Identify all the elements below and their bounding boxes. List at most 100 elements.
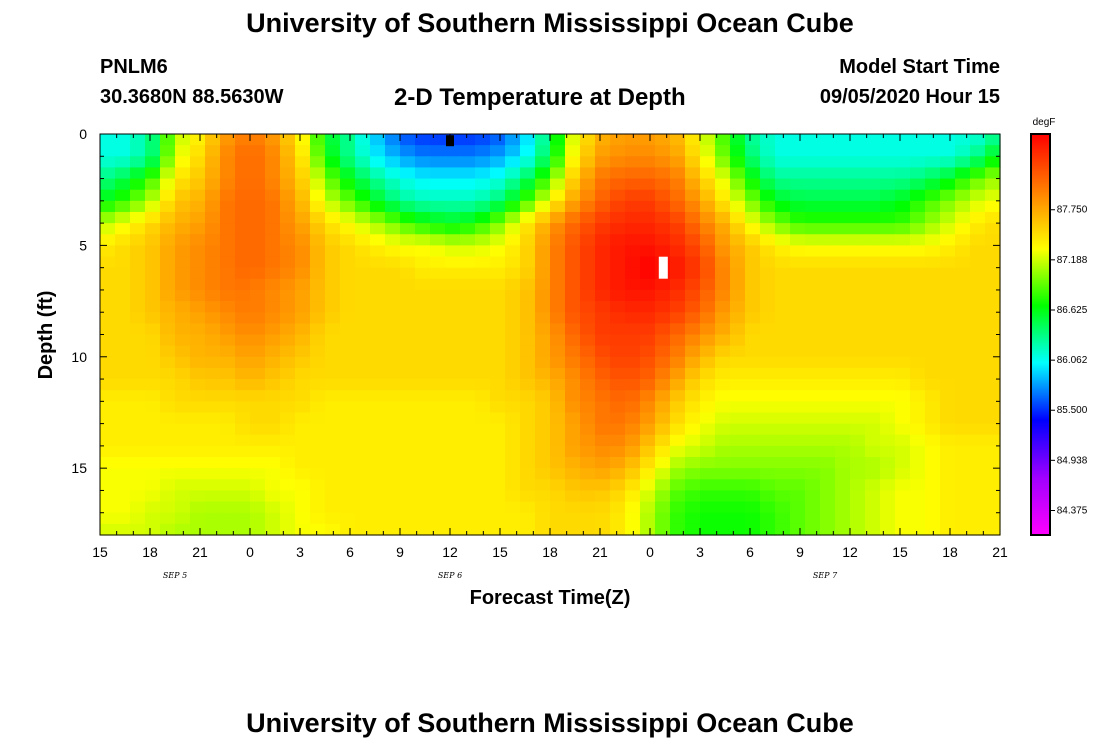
heatmap-cell [535, 234, 551, 246]
main-title: University of Southern Mississippi Ocean… [246, 8, 854, 38]
heatmap-cell [895, 501, 911, 514]
heatmap-cell [850, 189, 866, 202]
heatmap-cell [430, 479, 446, 492]
heatmap-cell [955, 367, 971, 380]
heatmap-cell [655, 167, 671, 180]
heatmap-cell [145, 167, 161, 180]
heatmap-cell [835, 367, 851, 380]
heatmap-cell [475, 334, 491, 347]
heatmap-cell [865, 390, 881, 402]
heatmap-cell [205, 412, 221, 425]
heatmap-cell [625, 312, 641, 324]
heatmap-cell [490, 301, 506, 313]
heatmap-cell [370, 501, 386, 514]
heatmap-cell [850, 501, 866, 514]
heatmap-cell [700, 468, 716, 480]
heatmap-cell [775, 267, 791, 280]
heatmap-cell [895, 178, 911, 191]
heatmap-cell [265, 289, 281, 302]
heatmap-cell [490, 234, 506, 246]
heatmap-cell [460, 468, 476, 480]
heatmap-cell [280, 245, 296, 258]
heatmap-cell [865, 434, 881, 447]
heatmap-cell [565, 156, 581, 169]
heatmap-cell [985, 367, 1001, 380]
heatmap-cell [610, 189, 626, 202]
heatmap-cell [745, 156, 761, 169]
heatmap-cell [280, 156, 296, 169]
heatmap-cell [355, 278, 371, 291]
heatmap-cell [295, 234, 311, 246]
heatmap-cell [670, 312, 686, 324]
heatmap-cell [955, 256, 971, 269]
heatmap-cell [670, 223, 686, 235]
heatmap-cell [205, 178, 221, 191]
heatmap-cell [280, 490, 296, 503]
heatmap-cell [715, 457, 731, 469]
heatmap-cell [460, 401, 476, 414]
heatmap-cell [640, 301, 656, 313]
colorbar-label: 85.500 [1057, 405, 1088, 416]
heatmap-cell [685, 390, 701, 402]
heatmap-cell [325, 390, 341, 402]
heatmap-cell [985, 434, 1001, 447]
heatmap-cell [760, 245, 776, 258]
heatmap-cell [505, 445, 521, 458]
heatmap-cell [265, 178, 281, 191]
heatmap-cell [145, 434, 161, 447]
heatmap-cell [205, 367, 221, 380]
heatmap-cell [940, 234, 956, 246]
heatmap-cell [475, 523, 491, 536]
heatmap-cell [445, 267, 461, 280]
heatmap-cell [445, 445, 461, 458]
heatmap-cell [805, 134, 821, 146]
heatmap-cell [175, 256, 191, 269]
heatmap-cell [115, 457, 131, 469]
heatmap-cell [805, 479, 821, 492]
heatmap-cell [295, 256, 311, 269]
heatmap-cell [910, 434, 926, 447]
heatmap-cell [160, 512, 176, 525]
heatmap-cell [355, 512, 371, 525]
colorbar-unit: degF [1033, 117, 1056, 128]
heatmap-cell [940, 256, 956, 269]
heatmap-cell [910, 234, 926, 246]
heatmap-cell [190, 379, 206, 391]
heatmap-cell [385, 278, 401, 291]
heatmap-cell [190, 200, 206, 213]
heatmap-cell [895, 200, 911, 213]
heatmap-cell [835, 334, 851, 347]
heatmap-cell [460, 334, 476, 347]
heatmap-cell [670, 189, 686, 202]
heatmap-cell [970, 145, 986, 157]
heatmap-cell [445, 367, 461, 380]
heatmap-cell [775, 434, 791, 447]
heatmap-cell [715, 223, 731, 235]
heatmap-cell [340, 479, 356, 492]
heatmap-cell [130, 200, 146, 213]
heatmap-cell [310, 200, 326, 213]
heatmap-cell [130, 323, 146, 336]
heatmap-cell [490, 289, 506, 302]
heatmap-cell [100, 523, 116, 536]
heatmap-cell [715, 289, 731, 302]
heatmap-cell [820, 523, 836, 536]
heatmap-cell [805, 289, 821, 302]
heatmap-cell [505, 356, 521, 369]
x-tick-label: 18 [542, 544, 558, 560]
heatmap-cell [520, 379, 536, 391]
heatmap-cell [190, 134, 206, 146]
heatmap-cell [940, 423, 956, 436]
heatmap-cell [730, 523, 746, 536]
heatmap-cell [100, 289, 116, 302]
heatmap-cell [745, 234, 761, 246]
heatmap-cell [160, 245, 176, 258]
heatmap-cell [235, 501, 251, 514]
heatmap-cell [505, 156, 521, 169]
heatmap-cell [550, 412, 566, 425]
heatmap-cell [145, 490, 161, 503]
heatmap-cell [820, 479, 836, 492]
heatmap-cell [265, 167, 281, 180]
heatmap-cell [310, 356, 326, 369]
heatmap-cell [250, 200, 266, 213]
